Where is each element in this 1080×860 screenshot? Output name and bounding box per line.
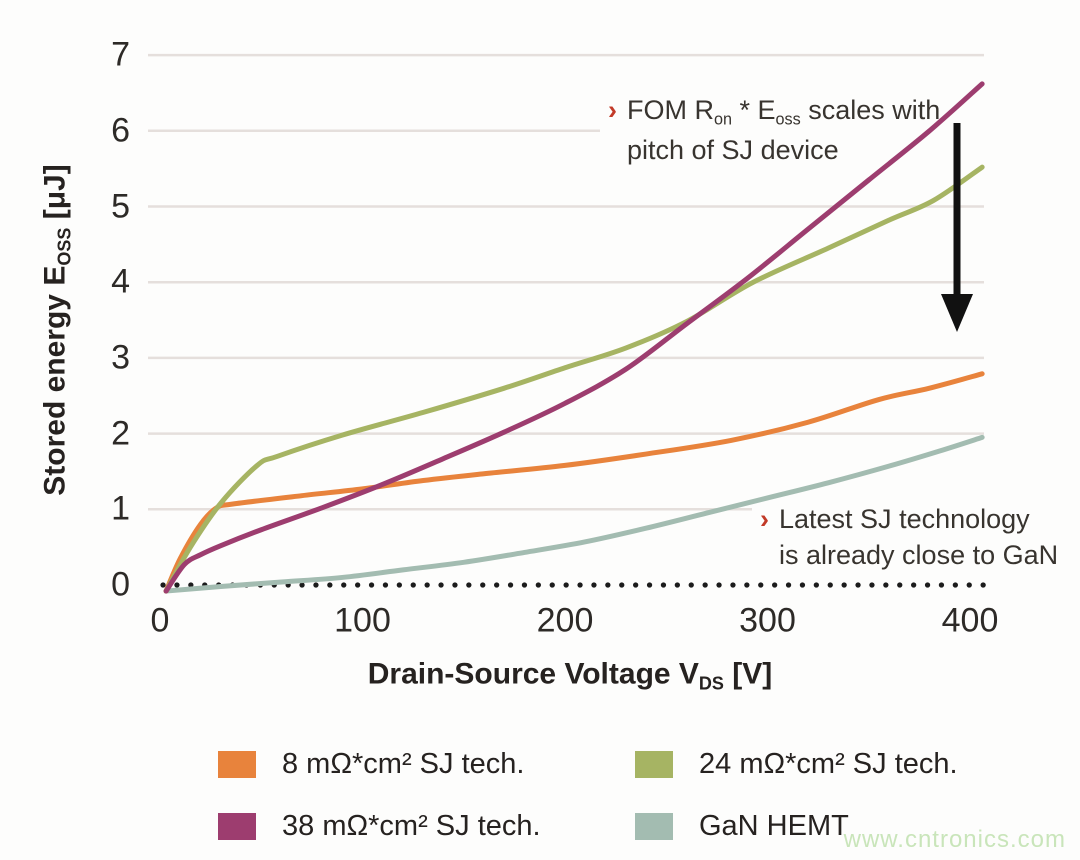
x-tick-label-300: 300 — [739, 601, 796, 640]
chevron-right-icon: › — [760, 504, 769, 534]
y-tick-label-0: 0 — [111, 565, 130, 604]
y-tick-label-7: 7 — [111, 35, 130, 74]
curve-purple — [163, 81, 985, 594]
down-arrow-head — [941, 294, 973, 332]
y-tick-label-5: 5 — [111, 187, 130, 225]
x-axis-title: Drain-Source Voltage VDS [V] — [367, 657, 773, 694]
legend-label: GaN HEMT — [699, 810, 849, 842]
legend-item-teal: GaN HEMT — [635, 810, 958, 843]
y-tick-label-4: 4 — [111, 262, 130, 301]
annotation-fom: › FOM Ron * Eoss scales with pitch of SJ … — [608, 92, 940, 168]
legend-label: 8 mΩ*cm² SJ tech. — [282, 748, 525, 780]
legend: 8 mΩ*cm² SJ tech. 24 mΩ*cm² SJ tech. 38 mΩ… — [218, 748, 958, 843]
annotation-latest-line1: Latest SJ technology — [779, 504, 1030, 534]
y-tick-label-2: 2 — [111, 414, 130, 453]
annotation-fom-line2: pitch of SJ device — [627, 134, 839, 165]
x-tick-label-100: 100 — [334, 601, 391, 640]
y-axis-title: Stored energy EOSS [μJ] — [38, 164, 75, 496]
annotation-fom-line1: FOM Ron * Eoss scales with — [627, 95, 941, 129]
legend-label: 38 mΩ*cm² SJ tech. — [282, 810, 541, 842]
legend-item-purple: 38 mΩ*cm² SJ tech. — [218, 810, 635, 843]
annotation-latest-line2: is already close to GaN — [779, 540, 1059, 571]
annotation-latest-text: Latest SJ technology is already close to … — [779, 501, 1058, 574]
y-tick-label-3: 3 — [111, 338, 130, 377]
annotation-fom-text: FOM Ron * Eoss scales with pitch of SJ de… — [627, 92, 940, 168]
x-tick-label-200: 200 — [536, 601, 594, 640]
legend-item-olive: 24 mΩ*cm² SJ tech. — [635, 748, 958, 781]
chevron-right-icon: › — [608, 95, 617, 125]
x-tick-label-0: 0 — [150, 601, 170, 640]
y-tick-label-6: 6 — [111, 111, 130, 150]
curve-teal — [163, 434, 985, 594]
watermark: www.cntronics.com — [843, 826, 1066, 853]
legend-swatch-orange — [218, 751, 256, 778]
legend-swatch-teal — [635, 813, 673, 840]
legend-label: 24 mΩ*cm² SJ tech. — [699, 748, 958, 780]
legend-swatch-purple — [218, 813, 256, 840]
legend-swatch-olive — [635, 751, 673, 778]
legend-item-orange: 8 mΩ*cm² SJ tech. — [218, 748, 635, 781]
y-tick-label-1: 1 — [111, 489, 130, 528]
annotation-latest-backdrop — [752, 500, 1045, 570]
annotation-latest: › Latest SJ technology is already close t… — [760, 501, 1058, 574]
annotation-fom-backdrop — [600, 86, 988, 168]
x-tick-label-400: 400 — [941, 601, 999, 640]
curve-olive — [163, 164, 985, 594]
